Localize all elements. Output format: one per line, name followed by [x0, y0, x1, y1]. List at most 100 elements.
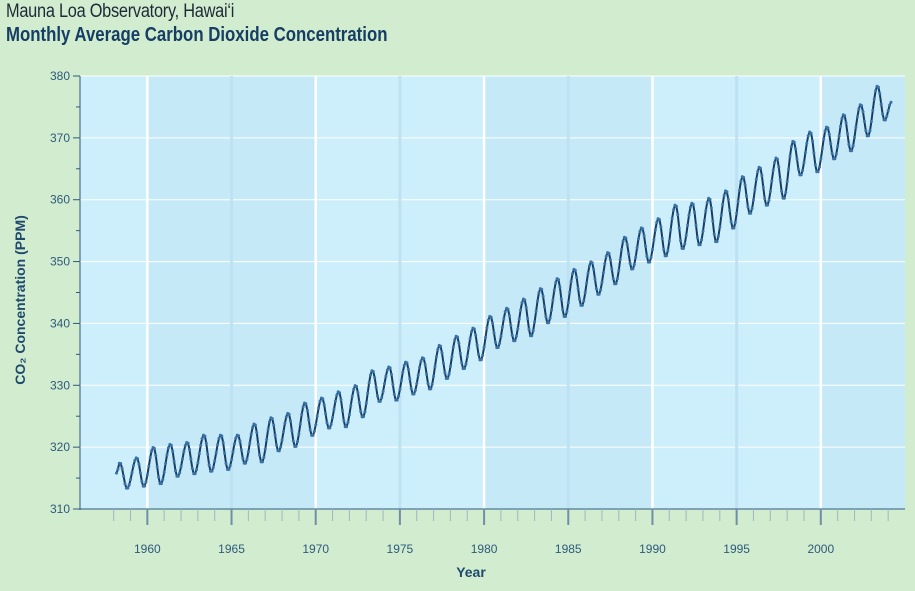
- data-point: [823, 129, 827, 133]
- data-point: [775, 157, 779, 161]
- data-point: [888, 103, 892, 107]
- data-point: [527, 327, 531, 331]
- data-point: [416, 373, 420, 377]
- data-point: [879, 102, 883, 106]
- data-point: [681, 247, 685, 250]
- data-point: [228, 464, 232, 468]
- data-point: [559, 297, 563, 301]
- data-point: [261, 460, 264, 464]
- data-point: [162, 470, 166, 474]
- data-point: [537, 291, 541, 295]
- data-point: [388, 366, 392, 370]
- data-point: [739, 179, 743, 183]
- data-point: [251, 426, 255, 429]
- data-point: [631, 267, 635, 271]
- data-point: [592, 267, 596, 271]
- x-tick-label: 1980: [471, 542, 498, 556]
- data-point: [590, 261, 594, 265]
- data-point: [784, 190, 788, 194]
- y-tick-label: 360: [50, 193, 70, 207]
- data-point: [305, 408, 309, 412]
- data-point: [704, 209, 708, 212]
- data-point: [780, 189, 784, 193]
- decade-shade: [820, 76, 905, 509]
- data-point: [799, 173, 803, 177]
- data-point: [315, 414, 319, 418]
- data-point: [669, 228, 673, 232]
- data-point: [481, 353, 485, 357]
- data-point: [711, 219, 715, 223]
- data-point: [889, 100, 893, 104]
- y-tick-label: 380: [50, 69, 70, 83]
- data-point: [649, 256, 653, 259]
- data-point: [174, 469, 177, 473]
- data-point: [854, 125, 858, 129]
- data-point: [331, 416, 335, 419]
- data-point: [453, 338, 457, 342]
- data-point: [378, 399, 382, 403]
- data-point: [367, 381, 371, 385]
- data-point: [599, 288, 603, 292]
- data-point: [460, 361, 464, 365]
- data-point: [627, 252, 631, 256]
- data-point: [425, 372, 429, 376]
- data-point: [279, 445, 283, 449]
- data-point: [434, 355, 438, 359]
- data-point: [624, 236, 628, 240]
- data-point: [743, 183, 747, 187]
- data-point: [607, 251, 611, 255]
- data-point: [127, 483, 131, 487]
- data-point: [802, 161, 806, 164]
- data-point: [246, 450, 250, 454]
- data-point: [586, 271, 590, 275]
- data-point: [457, 341, 461, 345]
- data-point: [253, 423, 257, 427]
- data-point: [307, 418, 311, 422]
- data-point: [116, 467, 120, 471]
- data-point: [534, 309, 538, 313]
- data-point: [869, 120, 873, 123]
- data-point: [230, 458, 234, 461]
- data-point: [287, 412, 291, 416]
- data-point: [881, 112, 885, 116]
- data-point: [820, 147, 824, 151]
- data-point: [665, 254, 668, 258]
- data-point: [195, 468, 198, 472]
- data-point: [600, 280, 604, 284]
- data-point: [328, 426, 332, 430]
- data-point: [120, 467, 124, 470]
- data-point: [161, 478, 165, 481]
- data-point: [238, 439, 242, 443]
- data-point: [874, 89, 878, 93]
- data-point: [150, 449, 154, 453]
- data-point: [826, 126, 830, 130]
- data-point: [273, 433, 277, 437]
- data-point: [867, 134, 871, 138]
- data-point: [642, 234, 646, 238]
- data-point: [405, 361, 409, 365]
- data-point: [608, 258, 612, 262]
- data-point: [332, 407, 336, 411]
- data-point: [258, 453, 262, 457]
- chart-subtitle: Mauna Loa Observatory, Hawai‘i: [6, 1, 235, 22]
- data-point: [129, 477, 133, 481]
- data-point: [558, 285, 562, 289]
- data-point: [833, 157, 837, 161]
- data-point: [164, 461, 168, 465]
- data-point: [580, 303, 584, 307]
- data-point: [594, 287, 598, 291]
- data-point: [593, 277, 597, 281]
- data-point: [373, 376, 377, 380]
- data-point: [392, 392, 396, 396]
- data-point: [297, 432, 301, 436]
- data-point: [561, 308, 565, 312]
- data-point: [154, 454, 158, 458]
- data-point: [220, 434, 224, 438]
- data-point: [196, 461, 200, 465]
- data-point: [543, 305, 546, 309]
- data-point: [126, 486, 130, 490]
- data-point: [677, 226, 681, 230]
- data-point: [868, 129, 872, 133]
- data-point: [568, 290, 572, 294]
